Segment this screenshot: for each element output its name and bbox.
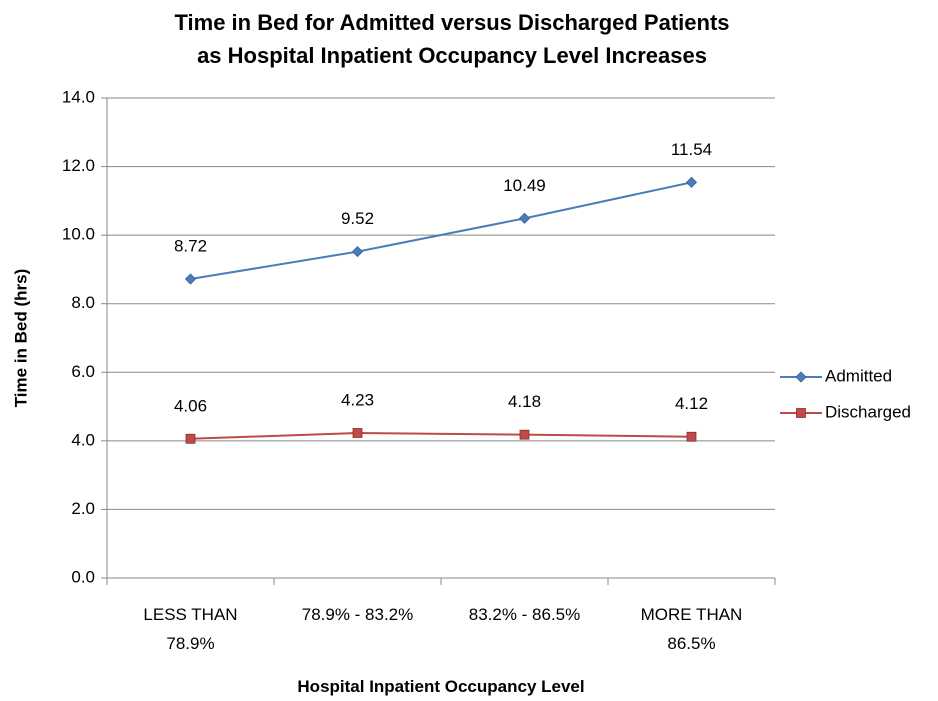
x-axis-label: Hospital Inpatient Occupancy Level [297, 677, 585, 696]
data-point [686, 431, 697, 442]
data-label: 10.49 [503, 176, 546, 195]
legend-label: Discharged [825, 402, 911, 421]
y-tick-label: 4.0 [71, 430, 95, 449]
series-line [190, 431, 692, 440]
legend-marker [796, 408, 806, 418]
y-tick-label: 8.0 [71, 293, 95, 312]
series-line [190, 181, 692, 281]
x-tick-label: 83.2% - 86.5% [468, 605, 581, 624]
y-tick-label: 6.0 [71, 362, 95, 381]
x-tick-label: LESS THAN 78.9% [143, 605, 238, 653]
y-axis-label: Time in Bed (hrs) [11, 269, 30, 408]
chart-title: Time in Bed for Admitted versus Discharg… [174, 10, 730, 68]
y-tick-label: 2.0 [71, 499, 95, 518]
data-label: 8.72 [174, 237, 207, 256]
legend-marker [795, 371, 807, 383]
data-label: 11.54 [671, 140, 712, 159]
data-label: 4.18 [508, 392, 541, 411]
data-label: 9.52 [341, 209, 374, 228]
data-point [352, 428, 363, 438]
y-tick-label: 12.0 [62, 156, 95, 175]
data-point [184, 273, 197, 285]
x-tick-label: MORE THAN 86.5% [640, 605, 743, 653]
data-label: 4.12 [675, 394, 708, 413]
data-label: 4.06 [174, 396, 207, 415]
data-point [519, 429, 530, 440]
data-point [518, 212, 531, 224]
data-point [685, 176, 698, 188]
data-point [185, 433, 196, 444]
x-tick-label: 78.9% - 83.2% [301, 605, 414, 624]
data-label: 4.23 [341, 390, 374, 409]
data-point [351, 246, 364, 258]
y-tick-label: 14.0 [62, 87, 95, 106]
y-tick-label: 10.0 [62, 225, 95, 244]
y-tick-label: 0.0 [71, 567, 95, 586]
legend-label: Admitted [825, 366, 892, 385]
